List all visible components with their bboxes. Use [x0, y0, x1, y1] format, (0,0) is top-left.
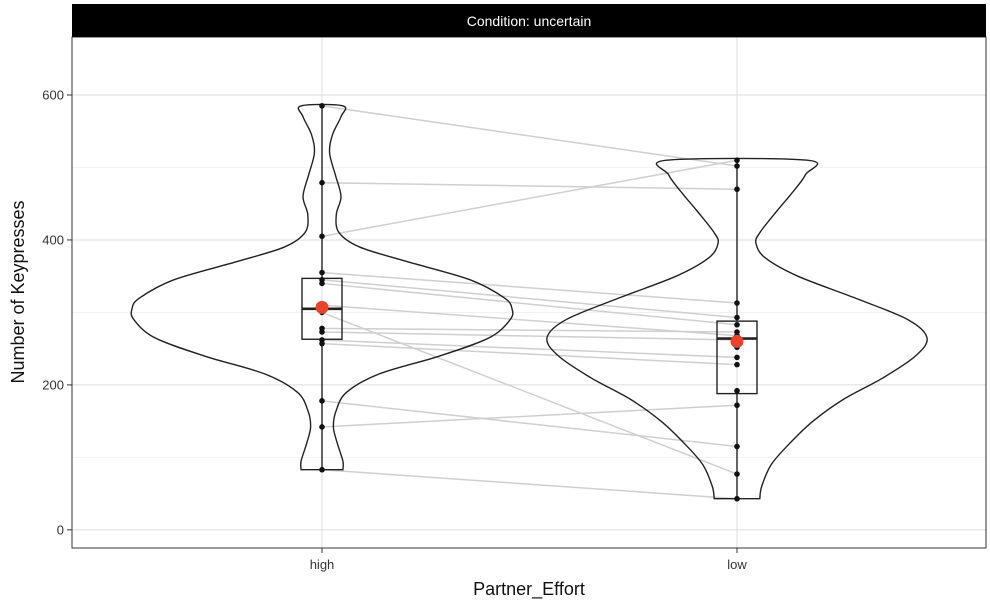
paired-line [321, 181, 738, 190]
y-axis-title: Number of Keypresses [8, 200, 28, 383]
mean-point [315, 300, 329, 314]
data-point [734, 495, 740, 502]
x-tick-label: high [310, 557, 335, 572]
paired-line [321, 271, 738, 304]
data-point [319, 179, 325, 186]
paired-line [321, 468, 738, 500]
mean-markers [315, 300, 744, 348]
violin-high [130, 103, 514, 471]
facet-strip-label: Condition: uncertain [467, 13, 592, 29]
paired-line [321, 339, 738, 359]
data-point [319, 280, 325, 287]
data-point [734, 157, 740, 164]
data-point [734, 471, 740, 477]
data-point [319, 424, 325, 430]
violin-low [546, 157, 928, 500]
data-point [319, 233, 325, 240]
x-axis: high low [310, 548, 747, 572]
data-point [319, 269, 325, 276]
mean-point [730, 334, 744, 348]
paired-line [321, 304, 738, 337]
data-point [734, 361, 740, 368]
paired-line [321, 342, 738, 366]
data-point [319, 103, 325, 109]
data-point [734, 163, 740, 169]
paired-line [321, 311, 738, 475]
paired-line [321, 331, 738, 341]
y-tick-label: 400 [42, 232, 64, 247]
violins [130, 103, 928, 500]
data-point [734, 402, 740, 409]
x-axis-title: Partner_Effort [473, 579, 585, 600]
box-low [716, 320, 758, 395]
paired-line [321, 282, 738, 326]
data-point [319, 329, 325, 335]
data-point [734, 300, 740, 306]
y-tick-label: 0 [57, 522, 64, 537]
data-point [734, 321, 740, 328]
data-point [734, 314, 740, 321]
paired-line [321, 404, 738, 428]
data-point [734, 186, 740, 193]
y-tick-label: 600 [42, 87, 64, 102]
paired-line [321, 400, 738, 448]
x-tick-label: low [727, 557, 747, 572]
data-point [734, 387, 740, 394]
y-axis: 0 200 400 600 [42, 87, 72, 537]
data-point [319, 398, 325, 404]
data-point [319, 466, 325, 473]
paired-line [321, 327, 738, 333]
paired-lines [321, 105, 738, 500]
paired-line [321, 105, 738, 167]
data-point [734, 443, 740, 450]
data-point [734, 354, 740, 361]
plot-panel [72, 37, 986, 548]
y-tick-label: 200 [42, 377, 64, 392]
facet-strip [72, 4, 986, 37]
data-point [319, 340, 325, 347]
paired-line [321, 279, 738, 319]
